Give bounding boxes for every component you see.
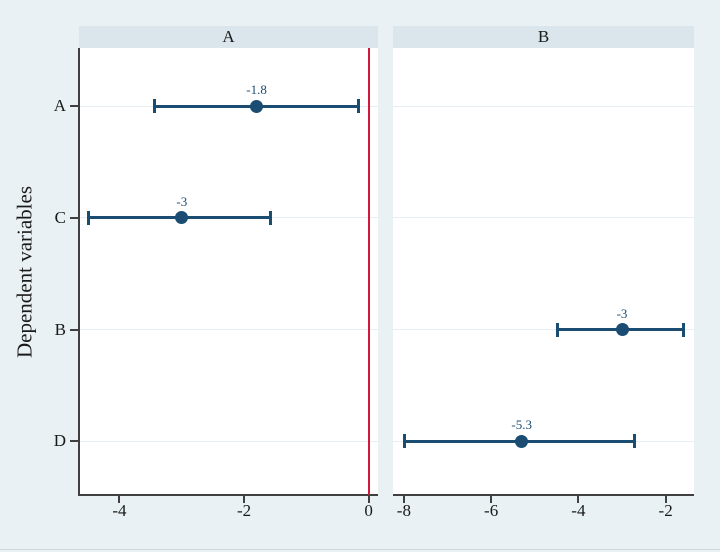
ci-cap-left	[87, 210, 91, 225]
x-axis-tick	[243, 496, 246, 503]
ci-cap-right	[357, 99, 361, 114]
ci-cap-right	[681, 322, 685, 337]
estimate-marker	[175, 211, 189, 225]
x-axis-tick	[367, 496, 370, 503]
gridline	[393, 105, 694, 107]
x-axis-tick	[664, 496, 667, 503]
ci-cap-left	[152, 99, 156, 114]
x-axis-tick	[402, 496, 405, 503]
y-tick-label: C	[54, 207, 66, 227]
x-tick-label: -8	[396, 501, 411, 520]
y-tick-label: D	[53, 431, 66, 451]
y-axis-spine	[78, 48, 80, 496]
x-tick-label: -4	[112, 501, 127, 520]
y-axis-tick	[70, 328, 78, 331]
estimate-value-label: -1.8	[246, 82, 267, 98]
ci-cap-left	[555, 322, 559, 337]
y-tick-label: B	[54, 319, 66, 339]
panel-a-header: A	[79, 26, 378, 48]
panel-b-header: B	[393, 26, 694, 48]
figure-bottom-edge	[0, 549, 720, 550]
x-axis-spine	[79, 494, 378, 496]
gridline	[393, 329, 694, 331]
x-tick-label: -4	[571, 501, 586, 520]
gridline	[79, 329, 378, 331]
estimate-marker	[250, 99, 264, 113]
x-tick-label: 0	[364, 501, 373, 520]
estimate-value-label: -5.3	[511, 417, 532, 433]
y-axis-tick	[70, 105, 78, 108]
y-axis-tick	[70, 440, 78, 443]
ci-cap-right	[268, 210, 272, 225]
ci-cap-right	[633, 434, 637, 449]
estimate-marker	[515, 434, 529, 448]
ci-cap-left	[402, 434, 406, 449]
estimate-value-label: -3	[616, 305, 628, 321]
x-axis-tick	[577, 496, 580, 503]
estimate-marker	[615, 323, 629, 337]
x-tick-label: -2	[236, 501, 252, 520]
x-tick-label: -6	[484, 501, 499, 520]
x-axis-tick	[118, 496, 121, 503]
gridline	[79, 440, 378, 442]
gridline	[393, 217, 694, 219]
y-tick-label: A	[53, 96, 66, 116]
x-axis-spine	[393, 494, 694, 496]
x-tick-label: -2	[658, 501, 673, 520]
estimate-value-label: -3	[176, 193, 188, 209]
panel-b-plot-area	[393, 48, 694, 495]
panel-a-plot-area	[79, 48, 378, 495]
x-axis-tick	[490, 496, 493, 503]
zero-reference-line	[367, 48, 370, 495]
y-axis-tick	[70, 216, 78, 219]
